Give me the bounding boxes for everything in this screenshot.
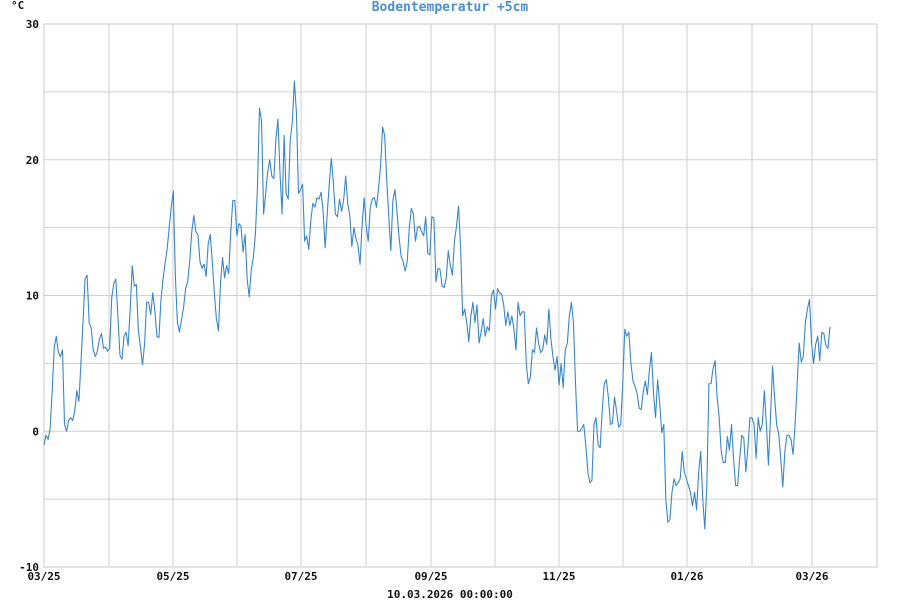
chart-title: Bodentemperatur +5cm (372, 0, 529, 15)
y-tick-label: 30 (26, 18, 39, 31)
x-tick-label: 05/25 (156, 570, 189, 583)
y-tick-label: 10 (26, 290, 39, 303)
timestamp-label: 10.03.2026 00:00:00 (387, 588, 513, 600)
x-tick-label: 11/25 (542, 570, 575, 583)
y-axis-unit: °C (11, 0, 24, 12)
x-tick-label: 03/25 (27, 570, 60, 583)
y-tick-labels: -10 0 10 20 30 (19, 18, 39, 574)
x-tick-label: 03/26 (795, 570, 828, 583)
x-tick-labels: 03/25 05/25 07/25 09/25 11/25 01/26 03/26 (27, 570, 828, 583)
y-tick-label: 20 (26, 154, 39, 167)
x-tick-label: 09/25 (414, 570, 447, 583)
x-tick-label: 07/25 (284, 570, 317, 583)
x-tick-label: 01/26 (670, 570, 703, 583)
plot-frame (43, 23, 878, 568)
grid-lines (43, 23, 878, 568)
y-tick-label: 0 (32, 425, 39, 438)
temperature-series-line (43, 80, 831, 530)
y-tick-label: -10 (19, 561, 39, 574)
